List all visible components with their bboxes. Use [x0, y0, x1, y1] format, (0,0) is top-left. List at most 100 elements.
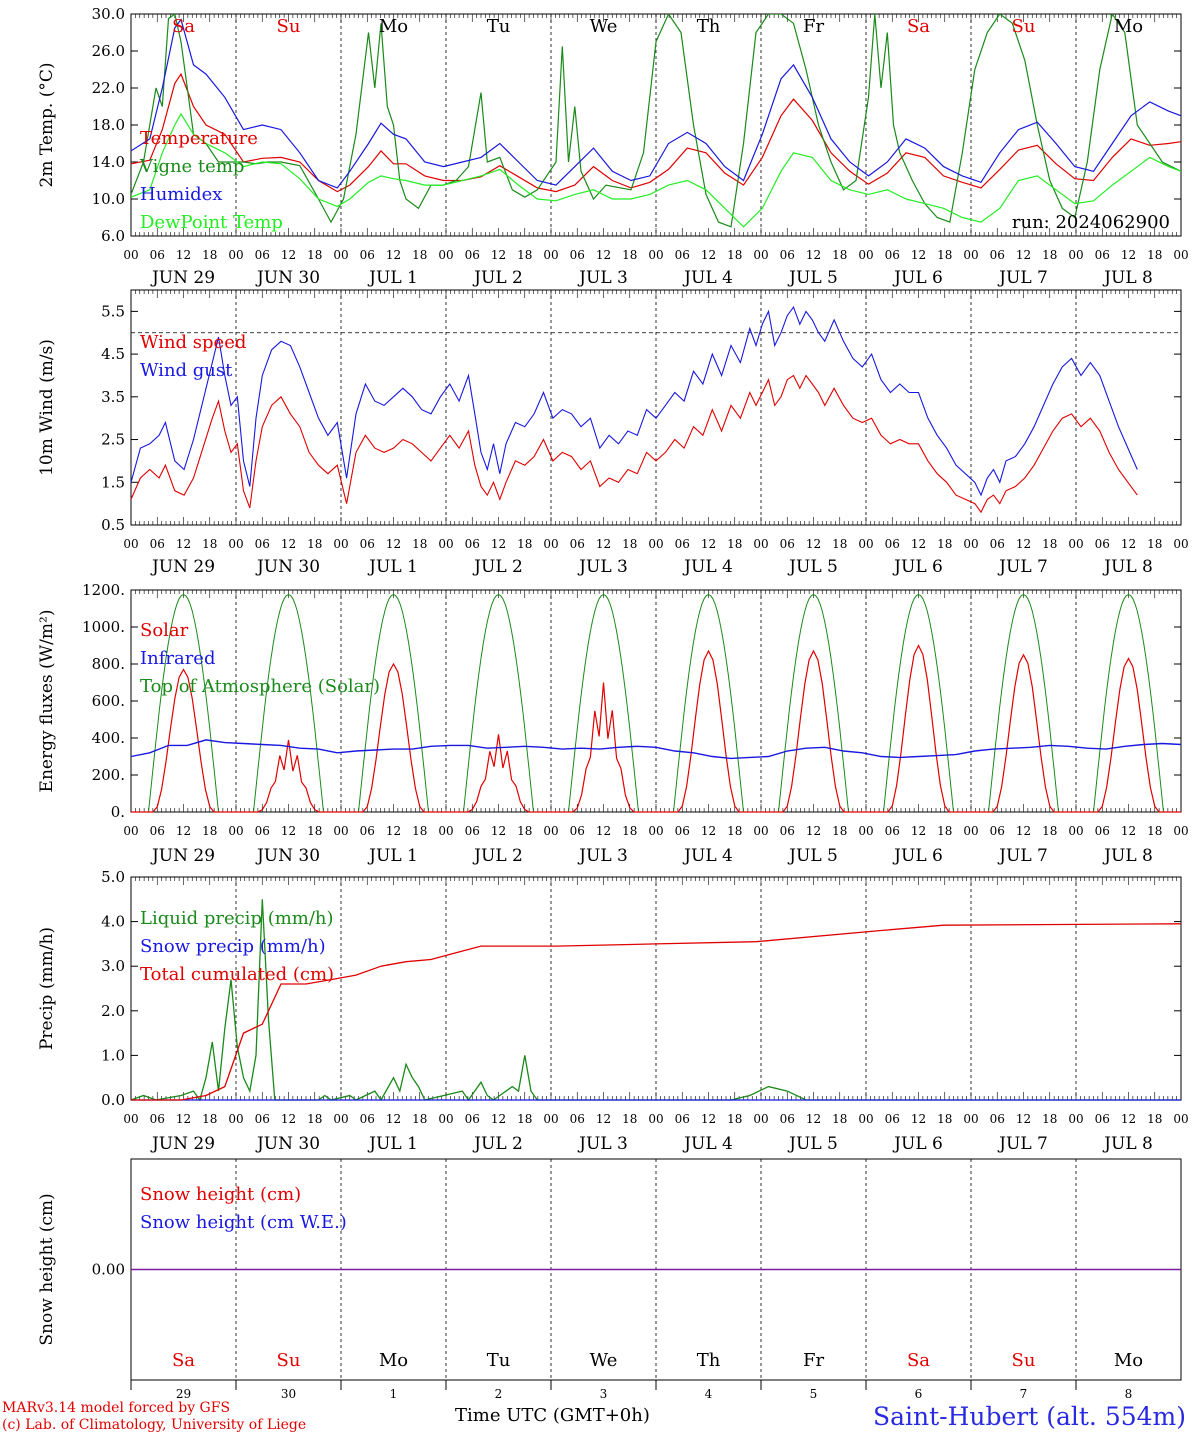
- hour-tick-label: 00: [1068, 824, 1083, 838]
- day-of-week-label: We: [590, 1350, 618, 1371]
- date-label: JUL 8: [1102, 846, 1153, 866]
- model-credit-line-1: MARv3.14 model forced by GFS: [2, 1400, 231, 1416]
- toa-solar-curve: [341, 594, 446, 813]
- hour-tick-label: 12: [176, 1112, 191, 1126]
- hour-tick-label: 00: [543, 248, 558, 262]
- legend-entry: Infrared: [140, 648, 215, 669]
- hour-tick-label: 12: [596, 824, 611, 838]
- hour-tick-label: 00: [858, 537, 873, 551]
- series-line: [130, 305, 1138, 497]
- hour-tick-label: 06: [1095, 1112, 1110, 1126]
- hour-tick-label: 00: [543, 824, 558, 838]
- hour-tick-label: 06: [465, 248, 480, 262]
- hour-tick-label: 00: [858, 824, 873, 838]
- hour-tick-label: 18: [202, 537, 217, 551]
- hour-tick-label: 06: [465, 824, 480, 838]
- legend-entry: Snow height (cm W.E.): [140, 1212, 347, 1233]
- hour-tick-label: 18: [1042, 824, 1057, 838]
- date-label: JUL 5: [787, 1134, 838, 1154]
- day-number-label: 3: [600, 1387, 608, 1401]
- day-of-week-label: We: [590, 16, 618, 37]
- date-label: JUN 29: [150, 268, 215, 288]
- y-tick-label: 5.5: [101, 302, 125, 320]
- y-tick-label: 3.0: [101, 957, 125, 975]
- hour-tick-label: 00: [123, 824, 138, 838]
- day-number-label: 2: [495, 1387, 503, 1401]
- day-number-label: 1: [390, 1387, 398, 1401]
- hour-tick-label: 06: [465, 1112, 480, 1126]
- date-label: JUL 3: [577, 557, 628, 577]
- date-label: JUL 4: [682, 557, 733, 577]
- legend-entry: Total cumulated (cm): [140, 964, 334, 985]
- hour-tick-label: 00: [543, 537, 558, 551]
- panel-5: 0.00 Snow height (cm) Sa 29 Su 30 Mo 1 Tu 2 We 3 Th 4…: [37, 1158, 1182, 1401]
- hour-tick-label: 18: [727, 537, 742, 551]
- y-axis-label: Snow height (cm): [37, 1193, 57, 1345]
- y-tick-label: 1.0: [101, 1046, 125, 1064]
- solar-curve: [131, 668, 236, 813]
- hour-tick-label: 12: [491, 537, 506, 551]
- hour-tick-label: 00: [228, 248, 243, 262]
- date-label: JUL 5: [787, 846, 838, 866]
- hour-tick-label: 00: [123, 537, 138, 551]
- y-axis-label: Precip (mm/h): [37, 927, 57, 1050]
- day-of-week-label: Mo: [1114, 16, 1143, 37]
- day-number-label: 8: [1125, 1387, 1133, 1401]
- date-label: JUL 2: [472, 268, 523, 288]
- date-label: JUL 3: [577, 846, 628, 866]
- hour-tick-label: 12: [281, 248, 296, 262]
- hour-tick-label: 12: [491, 824, 506, 838]
- day-of-week-label: Sa: [907, 16, 930, 37]
- hour-tick-label: 18: [622, 824, 637, 838]
- date-label: JUL 8: [1102, 1134, 1153, 1154]
- hour-tick-label: 18: [202, 248, 217, 262]
- day-of-week-label: Mo: [1114, 1350, 1143, 1371]
- hour-tick-label: 18: [727, 248, 742, 262]
- y-tick-label: 0.: [111, 803, 125, 821]
- hour-tick-label: 12: [386, 537, 401, 551]
- hour-tick-label: 06: [360, 537, 375, 551]
- date-label: JUL 5: [787, 557, 838, 577]
- hour-tick-label: 18: [832, 537, 847, 551]
- hour-tick-label: 12: [386, 824, 401, 838]
- date-label: JUL 7: [997, 1134, 1048, 1154]
- date-label: JUL 3: [577, 268, 628, 288]
- hour-tick-label: 18: [307, 1112, 322, 1126]
- hour-tick-label: 00: [1173, 248, 1188, 262]
- legend-entry: Top of Atmosphere (Solar): [140, 676, 380, 697]
- hour-tick-label: 06: [150, 824, 165, 838]
- legend-entry: Wind speed: [140, 332, 246, 353]
- hour-tick-label: 06: [570, 537, 585, 551]
- day-of-week-label: Tu: [487, 1350, 511, 1371]
- hour-tick-label: 18: [622, 537, 637, 551]
- legend-entry: Solar: [140, 620, 189, 641]
- hour-tick-label: 12: [386, 248, 401, 262]
- hour-tick-label: 00: [438, 537, 453, 551]
- solar-curve: [761, 649, 866, 813]
- date-label: JUL 7: [997, 557, 1048, 577]
- y-tick-label: 4.5: [101, 345, 125, 363]
- hour-tick-label: 00: [753, 824, 768, 838]
- panel-4: 00 06 12 18 JUN 29 00 06 12 18 JUN 30 00 06 12 18 JUL …: [37, 868, 1189, 1154]
- hour-tick-label: 06: [465, 537, 480, 551]
- hour-tick-label: 06: [675, 537, 690, 551]
- hour-tick-label: 18: [1042, 248, 1057, 262]
- hour-tick-label: 12: [806, 537, 821, 551]
- hour-tick-label: 18: [412, 248, 427, 262]
- hour-tick-label: 00: [963, 248, 978, 262]
- y-tick-label: 400.: [92, 729, 125, 747]
- hour-tick-label: 00: [228, 1112, 243, 1126]
- hour-tick-label: 00: [963, 1112, 978, 1126]
- hour-tick-label: 18: [412, 824, 427, 838]
- date-label: JUL 6: [892, 557, 943, 577]
- hour-tick-label: 06: [570, 248, 585, 262]
- series-line: [130, 899, 1181, 1102]
- y-tick-label: 30.0: [92, 5, 125, 23]
- model-credit: MARv3.14 model forced by GFS (c) Lab. of…: [2, 1400, 306, 1434]
- y-tick-label: 14.0: [92, 153, 125, 171]
- infrared-line: [130, 739, 1182, 760]
- date-label: JUL 6: [892, 846, 943, 866]
- hour-tick-label: 00: [858, 1112, 873, 1126]
- solar-curve: [236, 739, 341, 813]
- hour-tick-label: 06: [150, 537, 165, 551]
